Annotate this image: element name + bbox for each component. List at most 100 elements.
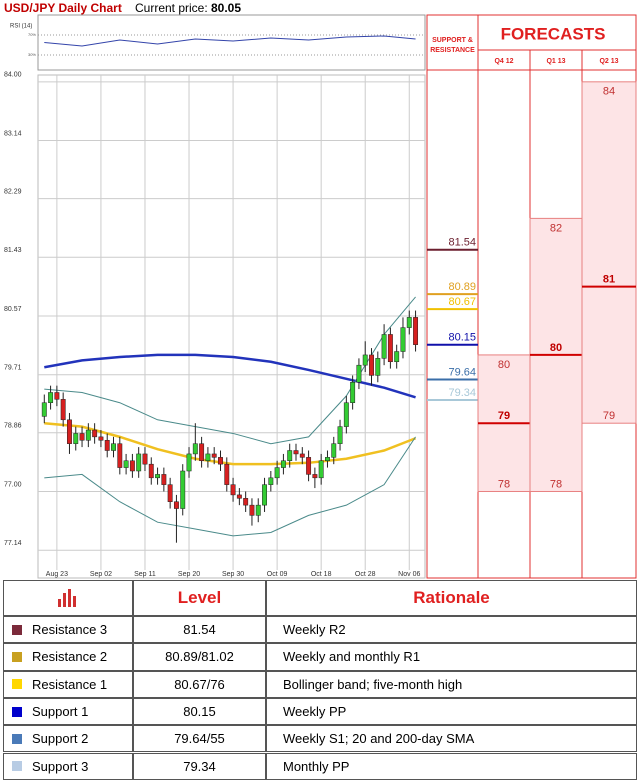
swatch <box>12 651 22 662</box>
candle-body <box>73 433 79 444</box>
candle-body <box>375 358 381 376</box>
candle-body <box>129 460 135 472</box>
y-tick-label: 83.14 <box>4 130 22 137</box>
forecast-period: Q2 13 <box>599 58 618 65</box>
candle-body <box>369 354 374 376</box>
x-tick-label: Sep 11 <box>134 571 156 578</box>
level-table: Level Rationale Resistance 3 81.54 Weekly R2… <box>3 580 637 780</box>
candle-body <box>230 484 236 496</box>
swatch <box>12 761 22 772</box>
candle-body <box>192 443 198 455</box>
candle-body <box>167 484 173 502</box>
forecast-high-label: 84 <box>603 86 615 98</box>
candle-body <box>249 504 255 516</box>
candle-body <box>406 317 412 328</box>
candle-body <box>413 317 419 345</box>
candle-body <box>161 474 167 485</box>
forecast-mid-label: 79 <box>498 410 510 422</box>
candle-body <box>48 392 54 403</box>
y-tick-label: 81.43 <box>4 247 22 254</box>
row-level: 80.67/76 <box>133 670 266 698</box>
y-tick-label: 77.00 <box>4 481 22 488</box>
level-name: Support 1 <box>32 704 89 720</box>
candle-body <box>155 474 161 479</box>
row-level: 79.64/55 <box>133 725 266 753</box>
candle-body <box>274 467 280 479</box>
row-rationale: Weekly S1; 20 and 200-day SMA <box>266 725 637 753</box>
candle-body <box>400 327 406 352</box>
candle-body <box>123 460 129 468</box>
x-tick-label: Aug 23 <box>46 571 68 578</box>
bar-icon <box>58 589 76 607</box>
forecast-mid-label: 81 <box>603 274 615 286</box>
row-rationale: Bollinger band; five-month high <box>266 670 637 698</box>
level-label: 80.89 <box>448 281 476 293</box>
level-name: Resistance 2 <box>32 649 108 665</box>
row-name: Support 3 <box>3 752 133 780</box>
candle-body <box>312 474 318 479</box>
candle-body <box>243 498 249 506</box>
candle-body <box>337 426 343 444</box>
row-name: Resistance 1 <box>3 670 133 698</box>
row-level: 80.89/81.02 <box>133 643 266 671</box>
forecast-range <box>581 81 637 424</box>
row-name: Support 1 <box>3 697 133 726</box>
candle-body <box>387 334 393 363</box>
rsi-panel <box>37 14 426 71</box>
candle-body <box>287 450 293 462</box>
candle-body <box>205 453 211 462</box>
row-rationale: Weekly R2 <box>266 616 637 644</box>
swatch <box>12 733 22 744</box>
indicator-line <box>44 421 417 466</box>
candle-body <box>255 504 261 516</box>
x-tick-label: Oct 28 <box>355 571 376 578</box>
x-tick-label: Sep 20 <box>178 571 200 578</box>
candle-body <box>136 453 142 472</box>
candle-body <box>92 429 98 438</box>
sr-title: SUPPORT & RESISTANCE <box>430 37 475 54</box>
candle-body <box>54 392 60 400</box>
level-name: Resistance 3 <box>32 622 108 638</box>
level-label: 79.34 <box>448 387 476 399</box>
row-rationale: Monthly PP <box>266 752 637 780</box>
forecast-period: Q4 12 <box>494 58 513 65</box>
candle-body <box>148 463 154 479</box>
candle-body <box>293 450 299 455</box>
candle-body <box>394 351 400 363</box>
candle-body <box>343 402 349 427</box>
candle-body <box>218 457 223 465</box>
row-name: Support 2 <box>3 725 133 753</box>
candle-body <box>111 443 116 451</box>
candle-body <box>280 460 286 468</box>
row-name: Resistance 3 <box>3 616 133 644</box>
forecast-title: FORECASTS <box>501 24 606 43</box>
level-name: Support 3 <box>32 758 89 774</box>
candle-body <box>186 453 192 472</box>
swatch <box>12 624 22 635</box>
level-name: Support 2 <box>32 731 89 747</box>
subtitle: Current price: <box>135 1 208 15</box>
candle-body <box>104 440 110 451</box>
candle-body <box>67 419 72 444</box>
x-tick-label: Oct 18 <box>311 571 332 578</box>
forecast-low-label: 78 <box>498 478 510 490</box>
forecast-low-label: 78 <box>550 478 562 490</box>
row-level: 81.54 <box>133 616 266 644</box>
rsi-tick-label: 70% <box>28 32 36 37</box>
forecast-mid-label: 80 <box>550 342 562 354</box>
candle-body <box>79 433 85 441</box>
candle-body <box>173 501 179 509</box>
x-tick-label: Sep 02 <box>90 571 112 578</box>
row-name: Resistance 2 <box>3 643 133 671</box>
rsi-label: RSI (14) <box>10 24 32 30</box>
candle-body <box>356 364 362 383</box>
row-level: 79.34 <box>133 752 266 780</box>
candle-body <box>117 443 123 468</box>
indicator-line <box>44 436 416 537</box>
candle-body <box>262 484 267 506</box>
candle-body <box>268 477 274 485</box>
rsi-line <box>44 35 416 47</box>
y-tick-label: 80.57 <box>4 306 22 313</box>
table-header: Level <box>133 580 266 616</box>
